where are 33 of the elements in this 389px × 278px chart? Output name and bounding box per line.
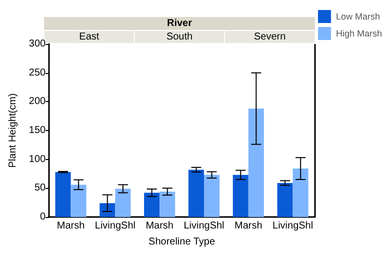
y-axis-title: Plant Height(cm) (8, 93, 18, 168)
bar (144, 192, 160, 217)
legend-label: Low Marsh (336, 12, 380, 22)
bar (292, 168, 308, 217)
legend-label: High Marsh (336, 28, 382, 38)
text: River (166, 18, 192, 29)
bar (115, 188, 131, 217)
text: South (166, 32, 193, 42)
bar (232, 174, 248, 217)
y-tick-label: 150 (28, 125, 46, 136)
y-tick-label: 200 (28, 96, 46, 108)
y-tick-label: 50 (34, 182, 46, 194)
x-tick-label: Marsh (56, 220, 85, 232)
x-tick-label: Marsh (234, 220, 262, 232)
y-tick-label: 300 (28, 38, 46, 50)
bar (160, 192, 176, 217)
bar (70, 184, 86, 217)
bar (204, 174, 220, 217)
x-tick-label: LivingShl (272, 220, 314, 232)
y-tick-label: 0 (40, 212, 46, 222)
text: Severn (254, 32, 286, 42)
y-tick-label: 100 (28, 154, 46, 165)
x-tick-label: LivingShl (184, 220, 224, 232)
x-tick-label: Marsh (146, 220, 174, 232)
x-tick-label: LivingShl (94, 220, 136, 232)
text: East (79, 32, 100, 42)
bar (55, 172, 71, 217)
bar (100, 203, 116, 217)
y-tick-label: 250 (28, 67, 46, 78)
bar (277, 182, 293, 217)
bar (248, 108, 264, 217)
bar (188, 170, 204, 217)
x-axis-title: Shoreline Type (148, 236, 216, 248)
